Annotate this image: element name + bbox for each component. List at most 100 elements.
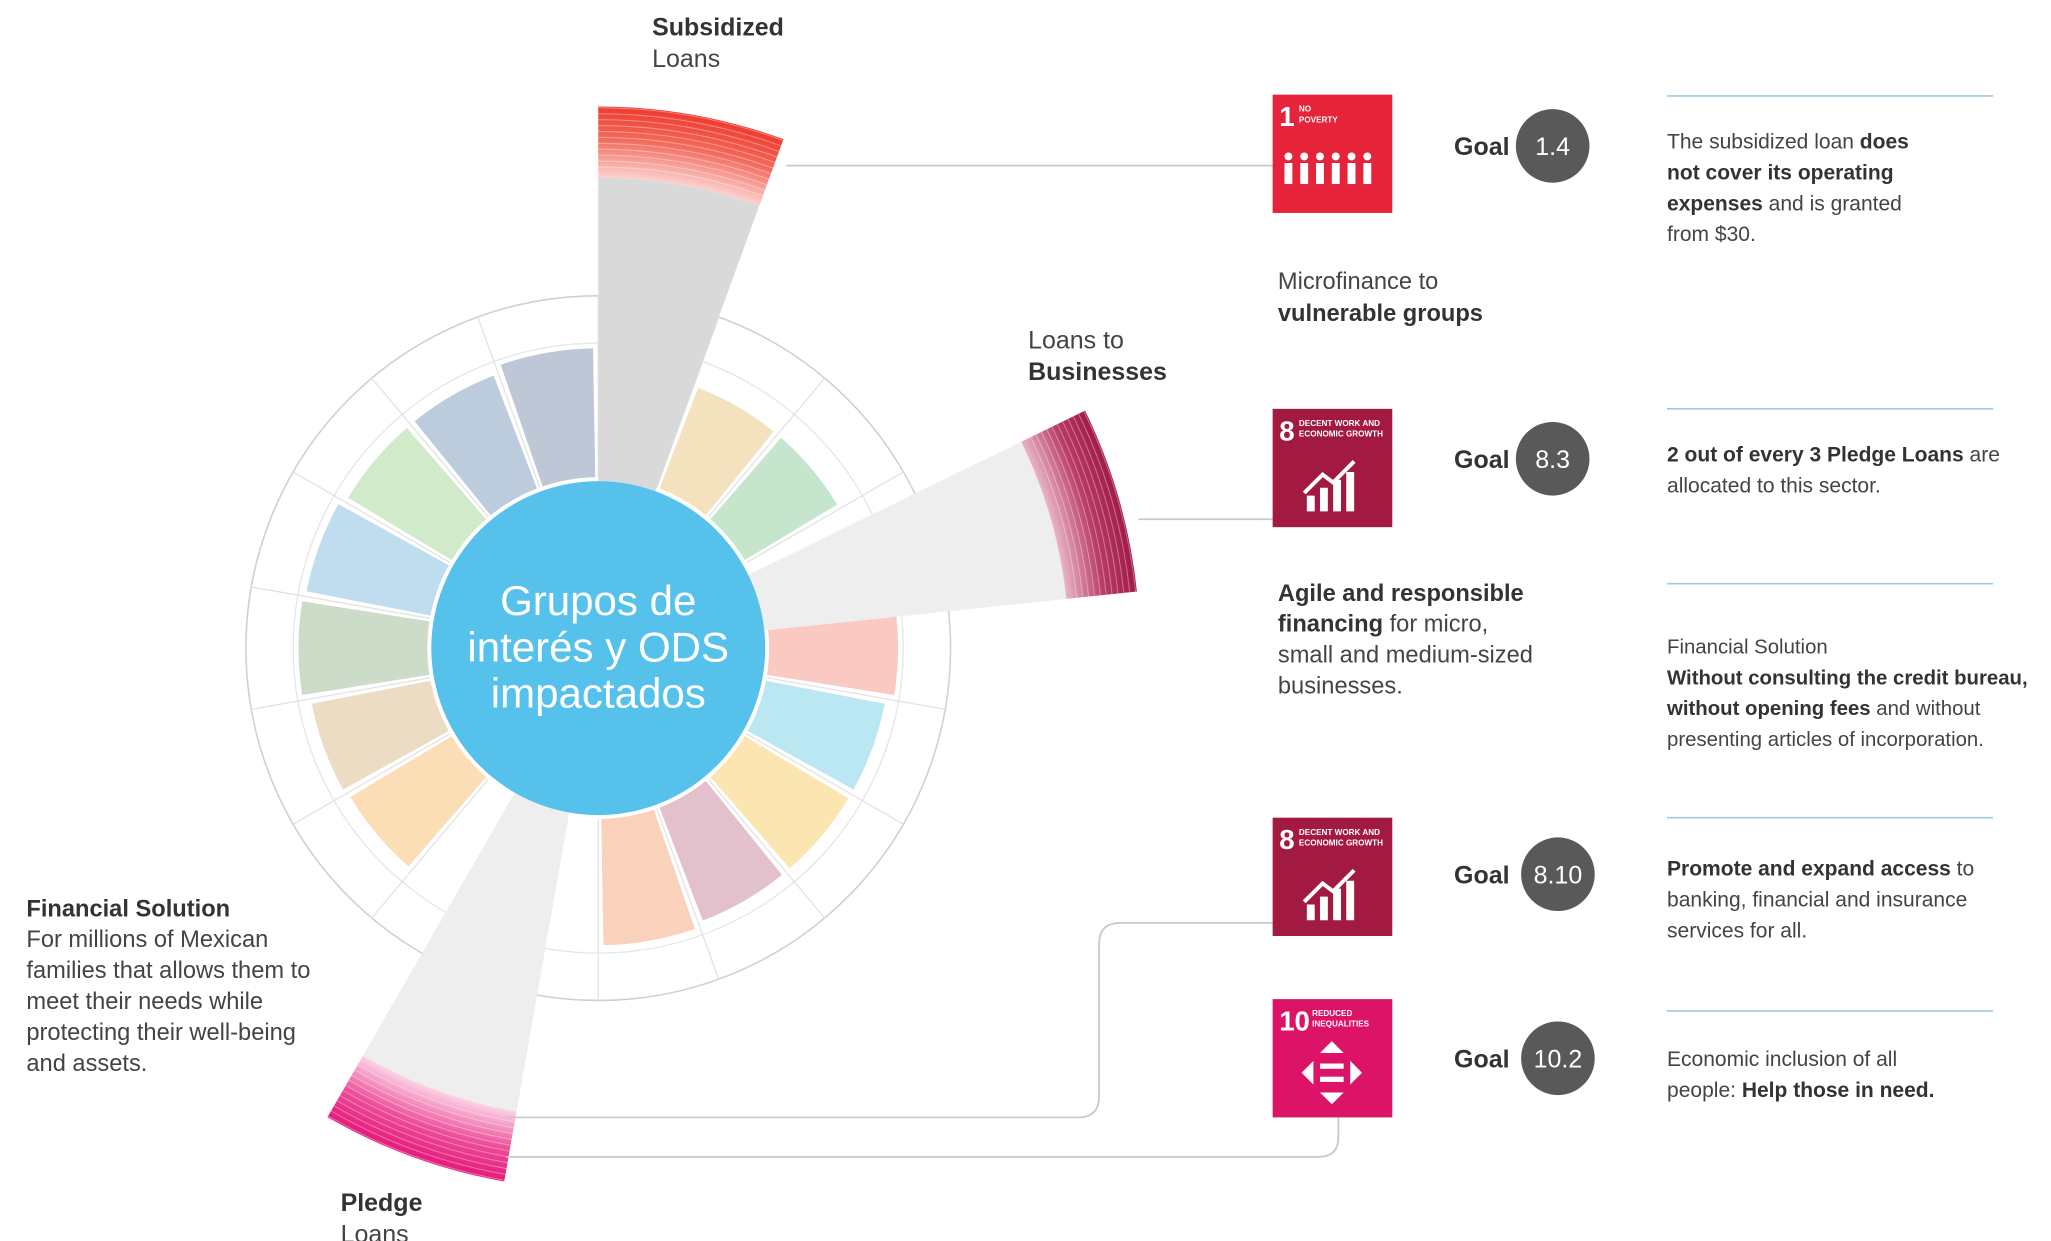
product-label: Loans to (1028, 326, 1124, 354)
petal (710, 437, 838, 561)
band-stripe (339, 1095, 509, 1158)
left-note-part: families that allows them to (26, 958, 310, 984)
band-stripe (1083, 411, 1137, 592)
band-stripe (348, 1079, 512, 1140)
spoke (766, 677, 946, 710)
goal-description-part: does (1860, 131, 1909, 154)
left-note: Financial Solution (26, 896, 230, 922)
middle-note-part: financing (1278, 612, 1383, 638)
right-note: presenting articles of incorporation. (1667, 729, 1984, 751)
sdg-name: INEQUALITIES (1312, 1020, 1370, 1029)
petal (601, 809, 695, 946)
band-stripe (1056, 423, 1107, 595)
goal-description: expenses and is granted (1667, 192, 1902, 215)
person-head (1363, 152, 1372, 161)
product-label: Businesses (1028, 358, 1167, 386)
goal-badge (1515, 421, 1590, 496)
equal-bar (1319, 1076, 1344, 1082)
band-stripe (598, 125, 778, 158)
left-note: and assets. (26, 1051, 147, 1077)
goal-description: Economic inclusion of all (1667, 1048, 1897, 1071)
goal-description-part: services for all. (1667, 919, 1807, 942)
band-stripe (598, 160, 766, 191)
sdg-name: DECENT WORK AND (1299, 828, 1380, 837)
sdg-number: 10 (1279, 1006, 1310, 1037)
middle-note: vulnerable groups (1278, 301, 1483, 327)
product-band (327, 1055, 517, 1182)
petal (710, 736, 849, 869)
sdg-box (1272, 94, 1393, 213)
left-note: For millions of Mexican (26, 927, 268, 953)
sdg-name: DECENT WORK AND (1299, 419, 1380, 428)
petal (350, 736, 487, 867)
sdg-pictogram (1302, 460, 1356, 512)
left-note: protecting their well-being (26, 1020, 296, 1046)
content: Subsidized Loans Loans to Businesses Pledge L… (26, 13, 2027, 1241)
goal-description-part: from $30. (1667, 223, 1756, 246)
spoke (707, 377, 826, 518)
product-label-part: Loans (652, 45, 720, 73)
goal-badge (1521, 837, 1595, 912)
center-circle (431, 481, 766, 816)
connector (506, 1117, 1340, 1158)
middle-note: small and medium-sized (1278, 643, 1533, 669)
goal-description-part: people: (1667, 1079, 1742, 1102)
person-head (1316, 152, 1324, 161)
right-note-part: and without (1871, 698, 1981, 720)
goal-description: banking, financial and insurance (1667, 888, 1967, 911)
band-stripe (598, 136, 774, 169)
sdg-number: 8 (1279, 415, 1294, 446)
equal-bar (1319, 1063, 1344, 1069)
goal-badge (1515, 109, 1590, 183)
spoke (251, 677, 431, 710)
product-label: Pledge (341, 1189, 423, 1217)
product-label-part: Pledge (341, 1189, 423, 1217)
person-body (1316, 163, 1324, 185)
band-stripe (357, 1064, 515, 1123)
band-stripe (1030, 436, 1078, 598)
right-note-part: Financial Solution (1667, 636, 1828, 658)
left-note: families that allows them to (26, 958, 310, 984)
person-body (1284, 163, 1293, 185)
band-stripe (598, 166, 763, 197)
band-stripe (1040, 431, 1090, 597)
product-wedge (745, 441, 1067, 631)
band-stripe (1035, 434, 1084, 598)
left-note-part: For millions of Mexican (26, 927, 268, 953)
petal (414, 375, 538, 516)
goal-description: Promote and expand access to (1667, 858, 1974, 881)
center-title: interés y ODS (467, 623, 729, 670)
band-stripe (327, 1115, 505, 1181)
sdg-name: ECONOMIC GROWTH (1299, 429, 1383, 438)
rules (1667, 95, 1994, 1012)
person-head (1347, 152, 1356, 161)
person-head (1284, 152, 1293, 161)
chart-bars (1306, 471, 1355, 512)
chart-arrow (1302, 460, 1356, 495)
goal-description: The subsidized loan does (1667, 131, 1909, 154)
petal (747, 680, 885, 790)
middle-note: financing for micro, (1278, 612, 1488, 638)
sdg-icon: 10 REDUCED INEQUALITIES (1272, 999, 1393, 1118)
petal (500, 348, 596, 487)
spoke (477, 316, 541, 488)
product-wedge (362, 790, 570, 1112)
sdg-name: NO (1299, 105, 1311, 114)
connector (506, 922, 1273, 1119)
middle-note: Microfinance to (1278, 269, 1438, 295)
petal (306, 504, 449, 616)
product-label-part: Loans to (1028, 326, 1124, 354)
goal-description: people: Help those in need. (1667, 1079, 1934, 1102)
product-label: Loans (652, 45, 720, 73)
sdg-number: 1 (1279, 101, 1294, 132)
band-stripe (598, 113, 782, 147)
goal-description: not cover its operating (1667, 161, 1894, 184)
petal (311, 680, 449, 790)
band-stripe (1046, 429, 1095, 597)
connectors (506, 164, 1340, 1158)
goal-description-part: expenses (1667, 192, 1763, 215)
middle-note: Agile and responsible (1278, 581, 1524, 607)
person-body (1347, 163, 1356, 185)
